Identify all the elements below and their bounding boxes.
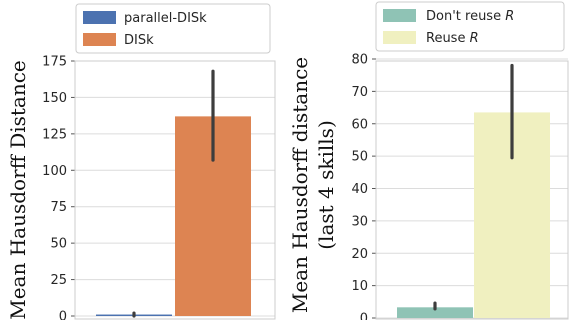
legend-label-parallel-disk: parallel-DISk [124,11,207,26]
left-ytick-label: 125 [42,127,67,142]
legend-label-dont-reuse-var: R [505,9,514,24]
left-ytick-label: 150 [42,91,67,106]
left-legend: parallel-DISk DISk [75,3,271,54]
chart-left: 0 25 50 75 100 125 150 175 Mean Hausdorff Dista… [6,3,276,320]
chart-right: 0 10 20 30 40 50 60 70 80 Mean Hausdorff distanc… [288,1,569,320]
right-ytick-label: 60 [351,117,368,132]
right-legend-box [375,1,565,52]
right-y-axis-label: Mean Hausdorff distance [288,57,312,313]
left-yticks: 0 25 50 75 100 125 150 175 [42,55,75,320]
left-y-axis-label: Mean Hausdorff Distance [6,60,30,320]
legend-label-dont-reuse: Don't reuse R [426,9,514,24]
legend-swatch-dont-reuse [383,9,416,22]
right-ytick-label: 70 [351,85,368,100]
legend-swatch-parallel-disk [83,11,116,24]
right-ytick-label: 10 [351,279,368,294]
right-legend: Don't reuse R Reuse R [375,1,565,52]
right-ytick-label: 0 [360,312,368,320]
left-ytick-label: 175 [42,55,67,70]
left-ytick-label: 50 [50,237,67,252]
right-yticks: 0 10 20 30 40 50 60 70 80 [351,53,376,320]
right-bars [397,112,550,318]
legend-label-disk: DISk [124,33,154,48]
right-ytick-label: 80 [351,53,368,68]
left-bars [96,116,251,316]
legend-swatch-reuse [383,31,416,44]
legend-label-reuse-prefix: Reuse [426,31,470,46]
left-ytick-label: 0 [59,310,67,320]
right-y-axis-label-line2: (last 4 skills) [314,120,338,250]
right-ytick-label: 40 [351,182,368,197]
right-plot-frame [375,60,569,320]
left-ytick-label: 100 [42,164,67,179]
right-ytick-label: 20 [351,247,368,262]
left-errorbars [132,69,215,318]
left-ytick-label: 75 [50,200,67,215]
left-ytick-label: 25 [50,273,67,288]
left-legend-box [75,3,271,54]
right-errorbars [433,63,514,311]
right-bar-0 [397,307,473,318]
left-plot-frame [74,60,276,320]
right-ytick-label: 50 [351,150,368,165]
legend-label-dont-reuse-prefix: Don't reuse [426,9,505,24]
legend-label-reuse-var: R [470,31,479,46]
legend-swatch-disk [83,33,116,46]
legend-label-reuse: Reuse R [426,31,479,46]
right-ytick-label: 30 [351,214,368,229]
